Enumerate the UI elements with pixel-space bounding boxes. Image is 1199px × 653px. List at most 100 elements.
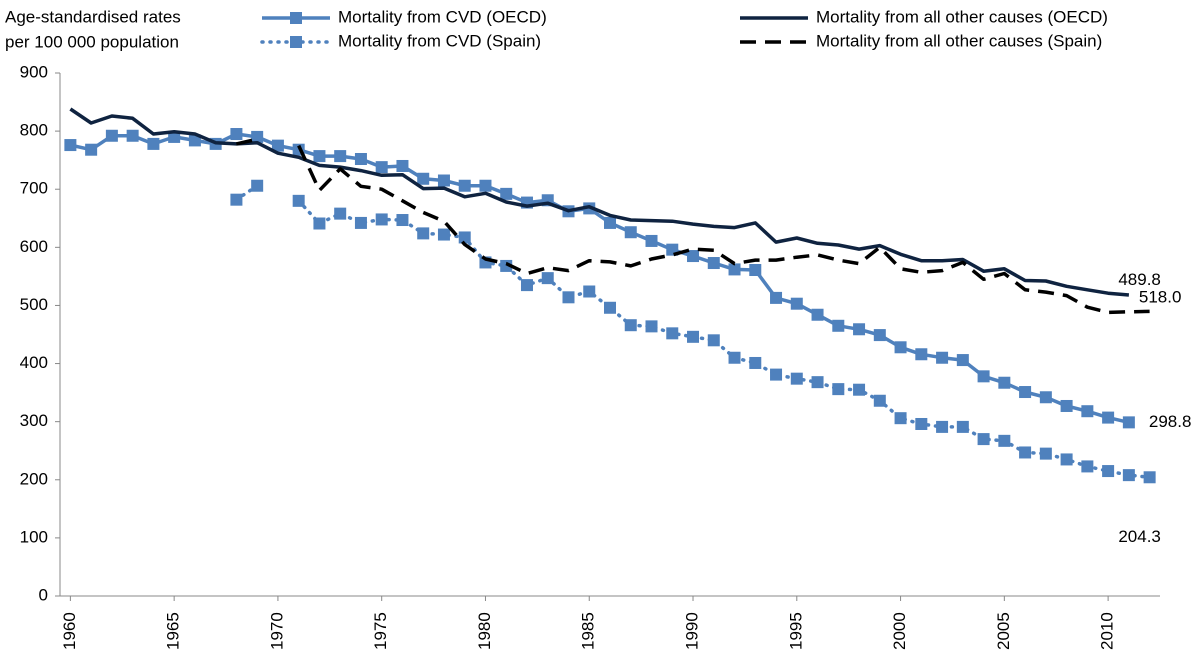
point-marker — [354, 153, 367, 166]
point-marker — [998, 434, 1011, 447]
point-marker — [1019, 446, 1032, 459]
point-marker — [126, 129, 139, 142]
point-marker — [915, 417, 928, 430]
point-marker — [645, 320, 658, 333]
point-marker — [85, 143, 98, 156]
y-tick-label: 200 — [20, 469, 48, 488]
point-marker — [749, 263, 762, 276]
point-marker — [770, 291, 783, 304]
point-marker — [770, 368, 783, 381]
y-axis-title: Age-standardised rates — [5, 7, 181, 26]
data-label: 489.8 — [1118, 270, 1161, 289]
point-marker — [375, 213, 388, 226]
point-marker — [894, 341, 907, 354]
point-marker — [520, 279, 533, 292]
point-marker — [230, 193, 243, 206]
x-tick-label: 1990 — [683, 612, 702, 650]
point-marker — [396, 159, 409, 172]
point-marker — [977, 370, 990, 383]
point-marker — [873, 329, 886, 342]
x-tick-label: 1995 — [786, 612, 805, 650]
point-marker — [604, 301, 616, 314]
point-marker — [375, 161, 388, 174]
point-marker — [1143, 471, 1156, 484]
legend-label: Mortality from CVD (Spain) — [338, 31, 541, 50]
point-marker — [334, 150, 347, 163]
point-marker — [749, 356, 762, 369]
point-marker — [437, 174, 450, 187]
point-marker — [832, 319, 845, 332]
point-marker — [1039, 447, 1052, 460]
y-tick-label: 900 — [20, 62, 48, 81]
legend-label: Mortality from all other causes (Spain) — [816, 31, 1102, 50]
data-label: 298.8 — [1149, 412, 1192, 431]
y-tick-label: 100 — [20, 527, 48, 546]
point-marker — [1081, 460, 1094, 473]
point-marker — [458, 231, 471, 244]
series-line — [70, 132, 1130, 425]
point-marker — [479, 179, 492, 192]
point-marker — [1102, 411, 1115, 424]
point-marker — [251, 179, 264, 192]
point-marker — [458, 179, 471, 192]
point-marker — [624, 226, 637, 239]
point-marker — [832, 383, 845, 396]
point-marker — [1102, 465, 1115, 478]
x-tick-label: 1965 — [164, 612, 183, 650]
point-marker — [790, 297, 803, 310]
point-marker — [292, 194, 305, 207]
point-marker — [437, 228, 450, 241]
point-marker — [666, 327, 679, 340]
point-marker — [500, 259, 513, 272]
point-marker — [645, 234, 658, 247]
x-tick-label: 1985 — [579, 612, 598, 650]
point-marker — [230, 128, 243, 141]
y-tick-label: 800 — [20, 121, 48, 140]
point-marker — [147, 137, 160, 150]
x-tick-label: 2000 — [890, 612, 909, 650]
point-marker — [604, 216, 616, 229]
point-marker — [873, 394, 886, 407]
point-marker — [188, 134, 201, 147]
point-marker — [396, 214, 409, 227]
x-tick-label: 2010 — [1098, 612, 1117, 650]
point-marker — [313, 217, 326, 230]
point-marker — [1081, 405, 1094, 418]
y-tick-label: 600 — [20, 237, 48, 256]
y-tick-label: 400 — [20, 353, 48, 372]
x-tick-label: 1970 — [267, 612, 286, 650]
x-tick-label: 2005 — [994, 612, 1013, 650]
y-tick-label: 700 — [20, 179, 48, 198]
point-marker — [168, 130, 181, 143]
point-marker — [1122, 469, 1135, 482]
point-marker — [105, 129, 118, 142]
point-marker — [562, 291, 575, 304]
point-marker — [936, 351, 949, 364]
point-marker — [1019, 386, 1032, 399]
point-marker — [915, 348, 928, 361]
point-marker — [583, 285, 596, 298]
point-marker — [334, 207, 347, 220]
point-marker — [956, 420, 969, 433]
point-marker — [64, 139, 77, 152]
point-marker — [977, 433, 990, 446]
point-marker — [687, 250, 700, 263]
point-marker — [500, 187, 513, 200]
point-marker — [251, 130, 264, 143]
legend-label: Mortality from all other causes (OECD) — [816, 7, 1108, 26]
point-marker — [956, 354, 969, 367]
point-marker — [271, 139, 284, 152]
point-marker — [811, 308, 824, 321]
x-tick-label: 1975 — [371, 612, 390, 650]
point-marker — [354, 216, 367, 229]
x-tick-label: 1960 — [60, 612, 79, 650]
point-marker — [998, 376, 1011, 389]
point-marker — [313, 150, 326, 163]
point-marker — [790, 372, 803, 385]
point-marker — [707, 257, 720, 270]
y-tick-label: 500 — [20, 295, 48, 314]
point-marker — [853, 323, 866, 336]
point-marker — [811, 376, 824, 389]
data-label: 204.3 — [1118, 527, 1161, 546]
